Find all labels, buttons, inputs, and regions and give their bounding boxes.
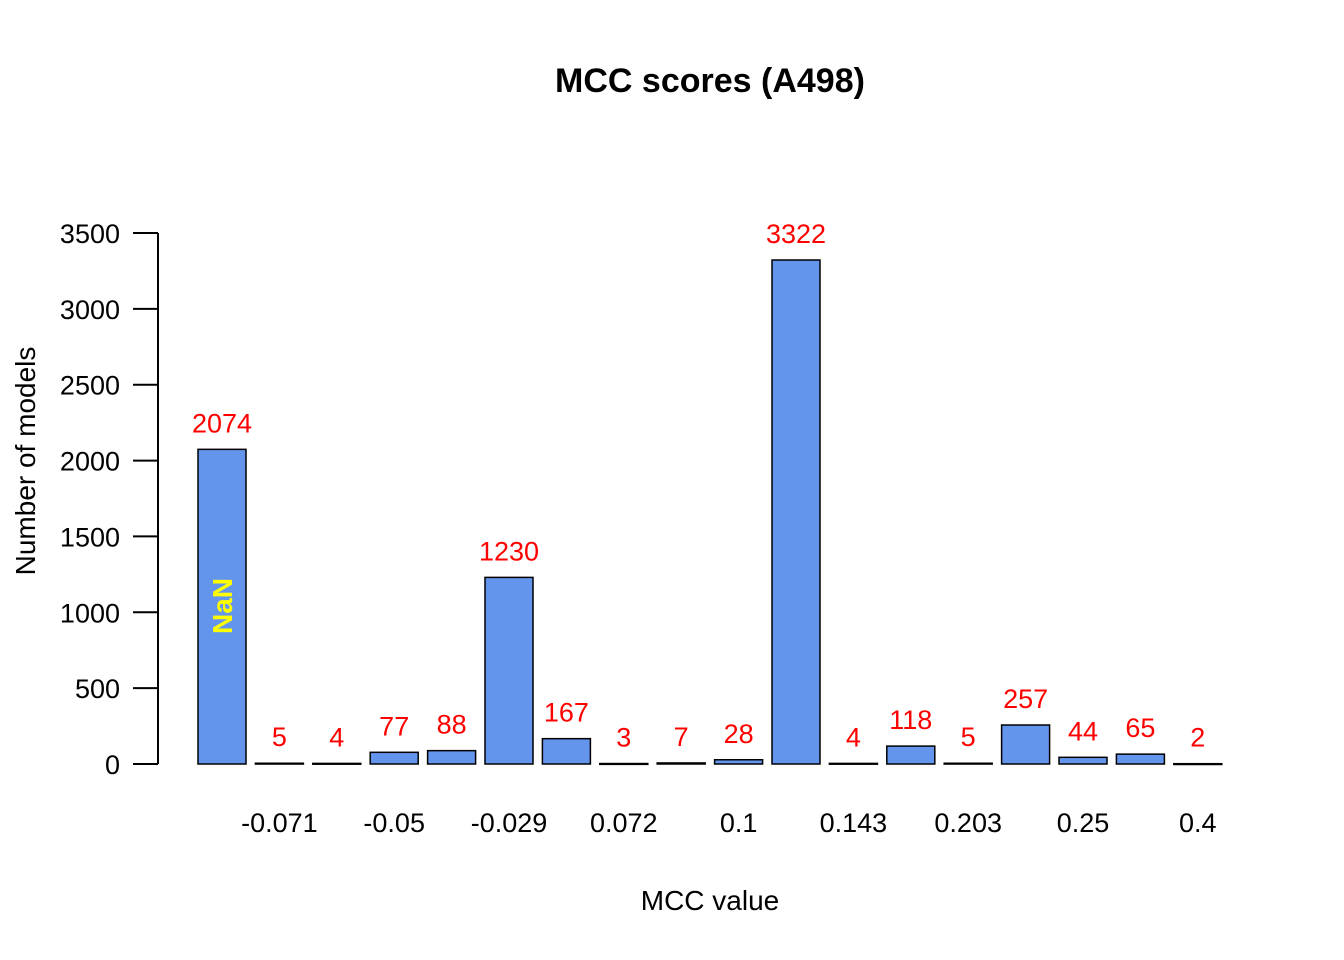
y-tick-label: 0	[105, 750, 120, 780]
y-axis: 0 500 1000 1500 2000 2500 3000 3500	[60, 219, 159, 780]
bar	[886, 745, 936, 765]
bar	[369, 751, 419, 765]
bar-value-label: 44	[1068, 716, 1098, 746]
x-tick-label: 0.25	[1057, 808, 1110, 838]
nan-bar-label: NaN	[207, 578, 238, 634]
bar-value-label: 65	[1125, 713, 1155, 743]
bar-value-label: 5	[272, 722, 287, 752]
bar	[197, 448, 247, 765]
bar-value-label: 7	[674, 722, 689, 752]
x-tick-label: -0.029	[471, 808, 548, 838]
bar	[771, 259, 821, 765]
bar	[484, 576, 534, 765]
x-tick-label: 0.203	[934, 808, 1002, 838]
bar	[312, 762, 362, 765]
bar	[943, 762, 993, 765]
bar-value-label: 3	[616, 723, 631, 753]
x-tick-labels: -0.071 -0.05 -0.029 0.072 0.1 0.143 0.203 0.25 0…	[241, 808, 1216, 838]
y-tick-label: 500	[75, 674, 120, 704]
x-tick-label: 0.072	[590, 808, 658, 838]
bar	[1173, 762, 1223, 766]
x-tick-label: 0.143	[820, 808, 888, 838]
bar	[541, 737, 592, 765]
x-tick-label: 0.1	[720, 808, 758, 838]
bar	[1115, 753, 1166, 765]
bar	[254, 762, 305, 765]
bar	[599, 762, 649, 766]
y-tick-label: 3000	[60, 295, 120, 325]
y-tick-label: 1000	[60, 598, 120, 628]
bar-value-label: 167	[544, 698, 589, 728]
bar-value-label: 118	[889, 705, 932, 735]
bar-value-label: 4	[846, 722, 861, 752]
x-tick-label: -0.05	[363, 808, 425, 838]
bar-value-label: 1230	[479, 536, 539, 566]
bar-value-label: 77	[379, 711, 409, 741]
bar-value-label: 4	[329, 722, 344, 752]
y-tick-label: 1500	[60, 522, 120, 552]
x-tick-label: 0.4	[1179, 808, 1217, 838]
bar	[828, 762, 879, 765]
bars	[197, 259, 1223, 766]
bar	[713, 759, 764, 765]
bar-value-label: 5	[961, 722, 976, 752]
y-tick-label: 3500	[60, 219, 120, 249]
y-tick-label: 2000	[60, 447, 120, 477]
bar-value-label: 2074	[192, 408, 252, 438]
bar-value-label: 88	[437, 710, 467, 740]
y-axis-label: Number of models	[10, 347, 41, 576]
bar-value-label: 3322	[766, 219, 826, 249]
bar-value-labels: 2074 5 4 77 88 1230 167 3 7 28 3322 4 118 5 257 44 65 2 Na…	[192, 219, 1205, 753]
x-tick-label: -0.071	[241, 808, 318, 838]
chart-title: MCC scores (A498)	[555, 62, 865, 100]
bar	[426, 749, 477, 765]
bar-value-label: 2	[1190, 723, 1205, 753]
bar	[1058, 756, 1108, 765]
y-tick-label: 2500	[60, 371, 120, 401]
bar-value-label: 257	[1003, 684, 1048, 714]
bar-value-label: 28	[724, 719, 754, 749]
bar	[656, 762, 706, 765]
bar	[1000, 724, 1051, 765]
x-axis-label: MCC value	[641, 885, 779, 916]
